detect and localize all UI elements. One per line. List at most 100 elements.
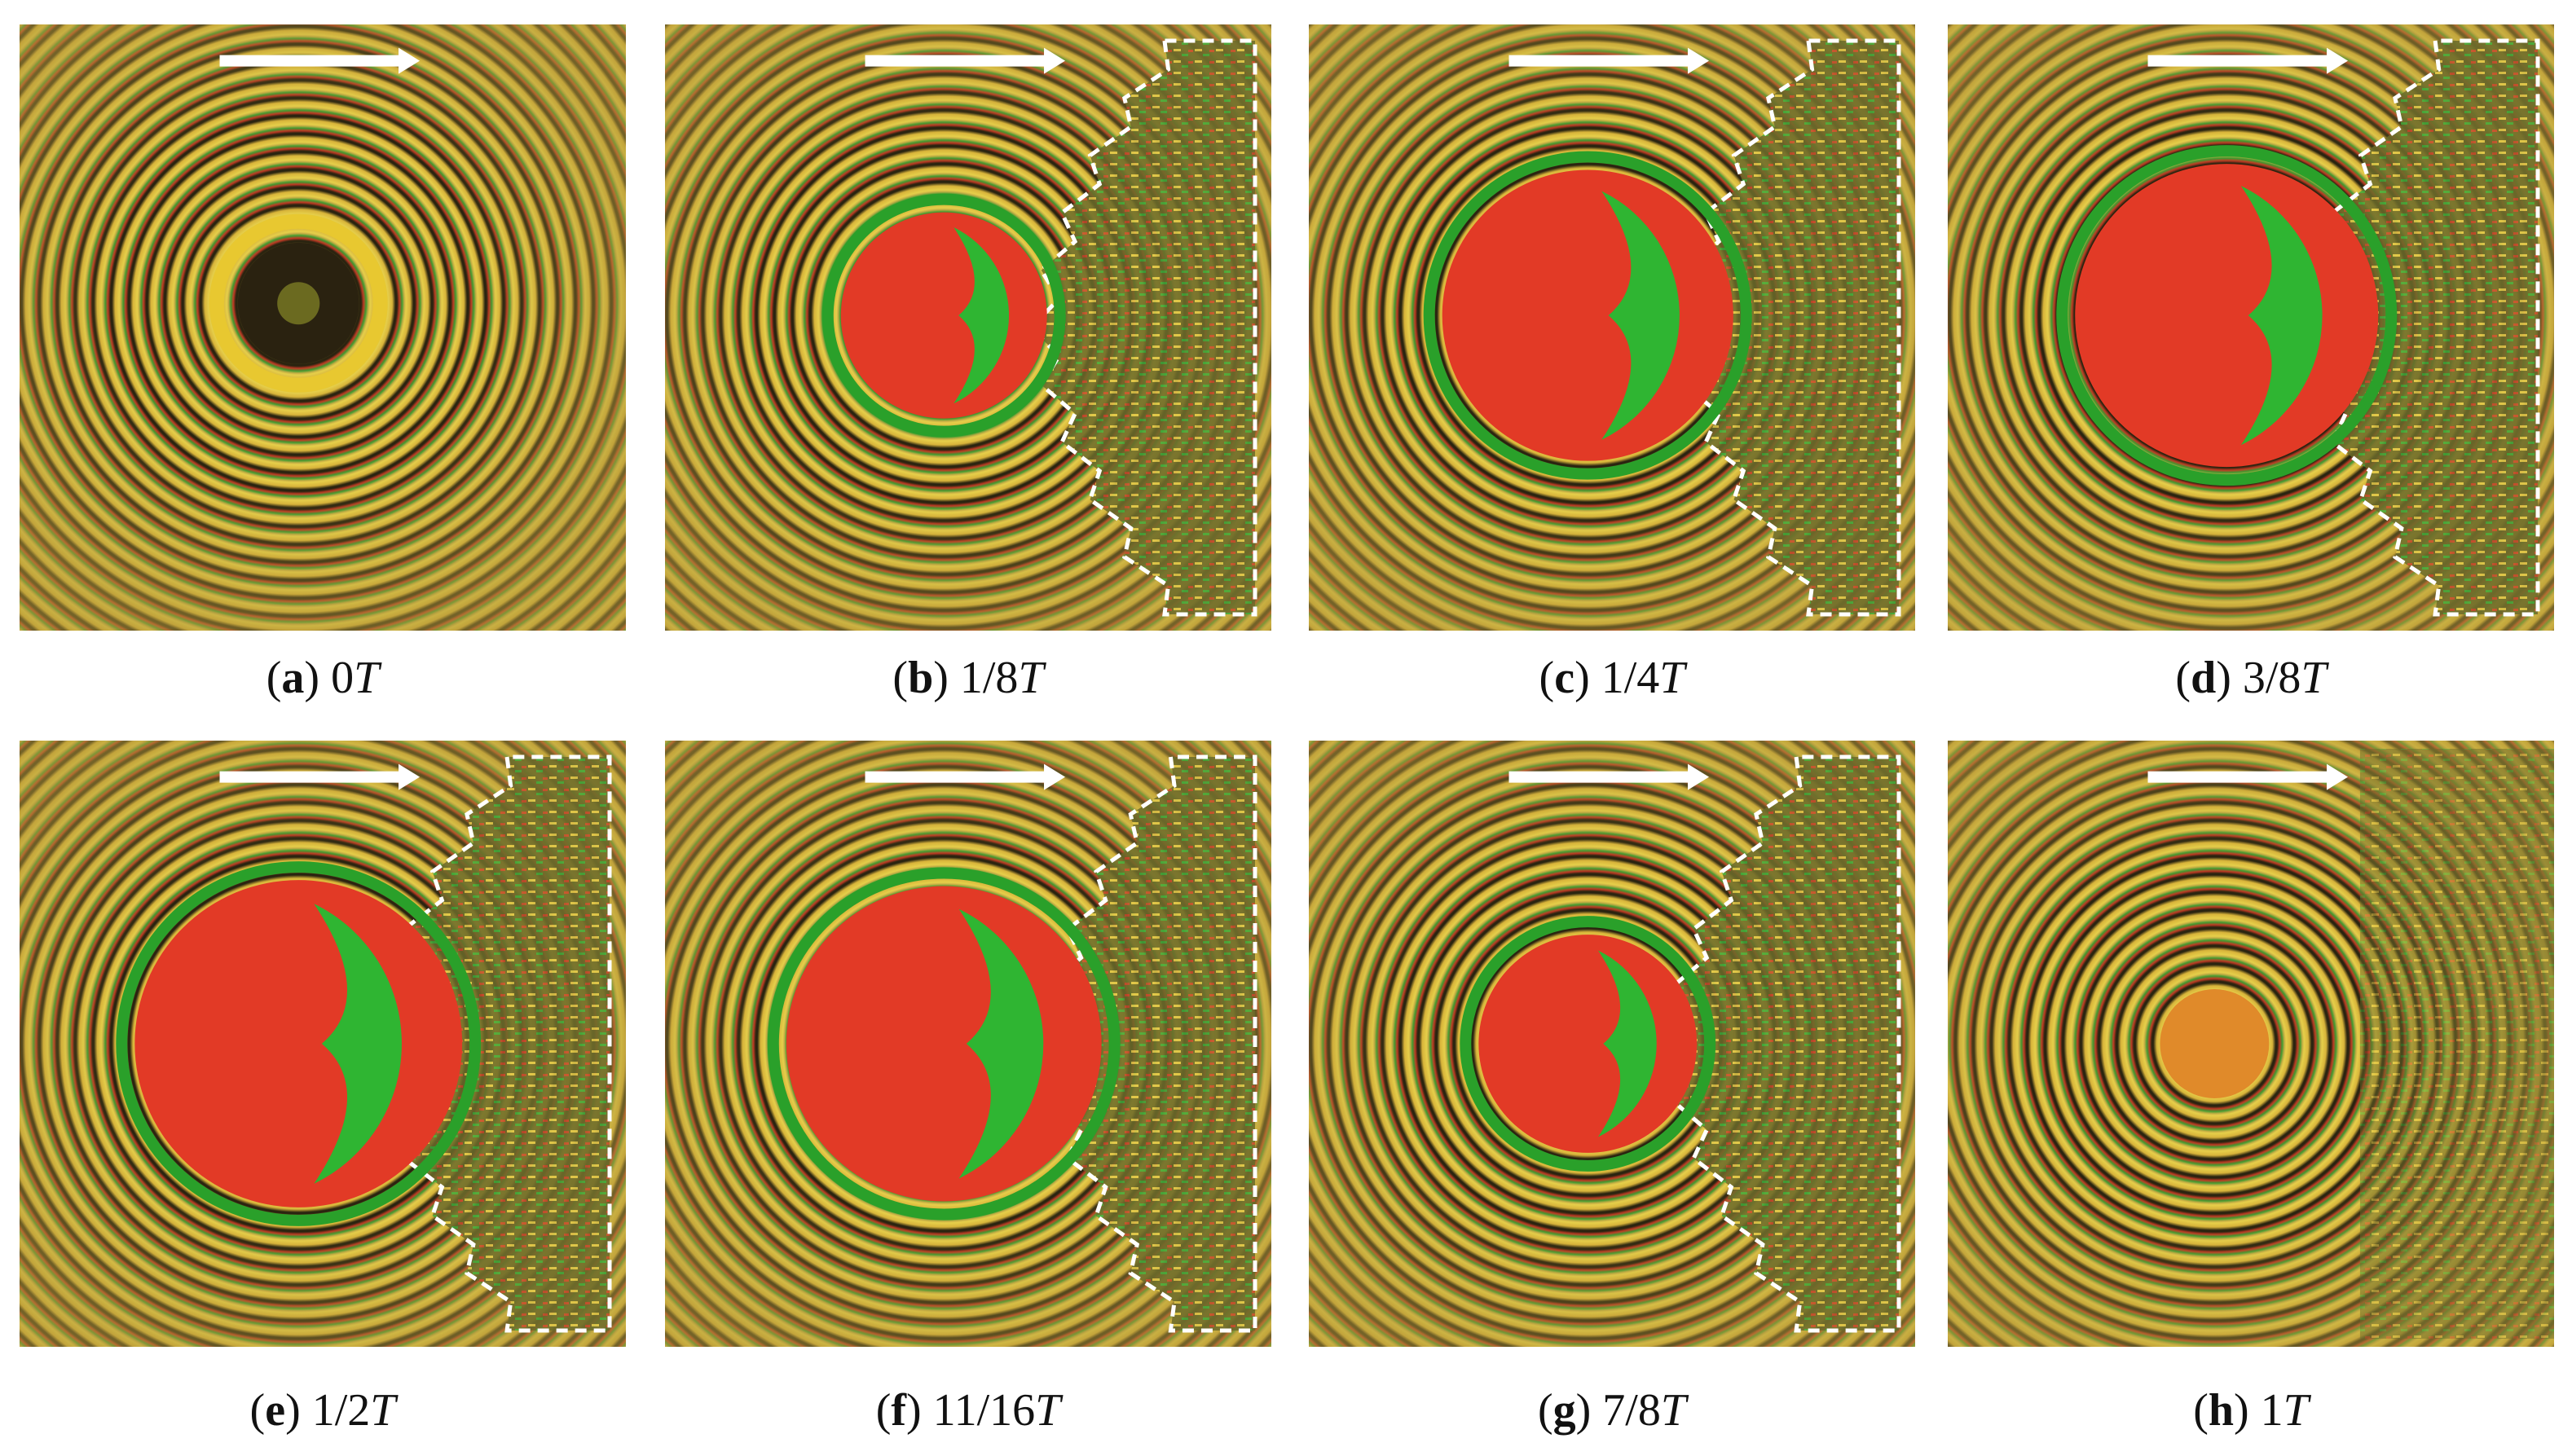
overlay (1423, 38, 1901, 617)
paren: ( (892, 653, 909, 703)
panel-letter: e (265, 1385, 286, 1436)
core-centre (277, 282, 320, 325)
paren: ( (875, 1385, 892, 1436)
paren: ) (906, 1385, 922, 1436)
wake-boundary (370, 754, 612, 1333)
green-crescent (1601, 191, 1680, 440)
blob-ring (2056, 145, 2398, 486)
phase-unit: T (1660, 1385, 1687, 1436)
paren: ( (1537, 1385, 1553, 1436)
panel-letter: h (2208, 1385, 2234, 1436)
paren: ( (2193, 1385, 2209, 1436)
green-crescent (1597, 950, 1657, 1137)
phase-value: 11/16 (932, 1385, 1036, 1436)
arrow-head (1688, 47, 1710, 74)
caption: (e) 1/2T (20, 1384, 626, 1436)
phase-value: 7/8 (1602, 1385, 1661, 1436)
phase-unit: T (2283, 1385, 2309, 1436)
wake-region (1663, 757, 1899, 1331)
caption: (c) 1/4T (1309, 652, 1915, 704)
wake-region (1037, 757, 1255, 1331)
wake-boundary (1671, 38, 1901, 617)
phase-value: 0 (331, 653, 355, 703)
wake-region (2301, 41, 2538, 614)
green-crescent (314, 904, 402, 1184)
caption: (h) 1T (1948, 1384, 2554, 1436)
overlay (2056, 38, 2540, 617)
core (2160, 989, 2270, 1098)
blob-ring (1423, 151, 1752, 480)
phase-value: 1/8 (959, 653, 1019, 703)
fringe-image (1948, 741, 2554, 1347)
blob (1478, 935, 1698, 1153)
arrow-head (399, 47, 421, 74)
wake-region (2359, 749, 2554, 1339)
arrow-head (1688, 763, 1710, 790)
paren: ( (1539, 653, 1555, 703)
paren: ( (249, 1385, 266, 1436)
green-crescent (953, 227, 1010, 404)
paren: ) (1574, 653, 1590, 703)
arrow-head (399, 763, 421, 790)
fringe-image (1309, 741, 1915, 1347)
paren: ) (1575, 1385, 1592, 1436)
blob (2075, 164, 2379, 468)
fringe-image (665, 741, 1271, 1347)
caption: (g) 7/8T (1309, 1384, 1915, 1436)
fringe-image (665, 24, 1271, 631)
blob-ring (1460, 916, 1716, 1172)
blob (786, 886, 1102, 1202)
overlay (821, 38, 1257, 617)
wake-region (373, 757, 610, 1331)
arrow-head (2327, 47, 2349, 74)
panel-letter: d (2191, 653, 2217, 703)
wake-boundary (1034, 754, 1257, 1333)
blob (134, 880, 463, 1207)
phase-unit: T (1035, 1385, 1061, 1436)
panel-letter: f (891, 1385, 906, 1436)
wake-region (1031, 41, 1255, 614)
overlay (767, 754, 1257, 1333)
phase-unit: T (354, 653, 380, 703)
phase-unit: T (1659, 653, 1685, 703)
blob-ring (767, 867, 1121, 1221)
panel-letter: b (908, 653, 934, 703)
blob (840, 212, 1047, 419)
fringe-image (20, 741, 626, 1347)
green-crescent (2240, 186, 2323, 446)
overlay (2147, 749, 2554, 1339)
phase-value: 1 (2260, 1385, 2284, 1436)
panel-letter: c (1554, 653, 1575, 703)
wake-boundary (2298, 38, 2540, 617)
wake-boundary (1659, 754, 1901, 1333)
panel-letter: g (1552, 1385, 1576, 1436)
phase-value: 1/2 (311, 1385, 371, 1436)
overlay (209, 47, 421, 393)
wake-region (1675, 41, 1899, 614)
paren: ( (266, 653, 282, 703)
arrow-head (1044, 47, 1066, 74)
fringe-image (1948, 24, 2554, 631)
paren: ) (304, 653, 320, 703)
phase-unit: T (370, 1385, 396, 1436)
overlay (1460, 754, 1901, 1333)
phase-value: 1/4 (1601, 653, 1660, 703)
arrow-head (1044, 763, 1066, 790)
caption: (a) 0T (20, 652, 626, 704)
wake-boundary (1028, 38, 1257, 617)
blob (1442, 169, 1733, 461)
panel-letter: a (281, 653, 305, 703)
caption: (d) 3/8T (1948, 652, 2554, 704)
fringe-image (1309, 24, 1915, 631)
blob-ring (821, 193, 1066, 438)
paren: ) (285, 1385, 301, 1436)
paren: ( (2175, 653, 2191, 703)
paren: ) (2216, 653, 2231, 703)
overlay (116, 754, 612, 1333)
blob-ring (116, 861, 482, 1226)
paren: ) (2234, 1385, 2249, 1436)
phase-value: 3/8 (2242, 653, 2301, 703)
paren: ) (933, 653, 949, 703)
phase-unit: T (2301, 653, 2327, 703)
